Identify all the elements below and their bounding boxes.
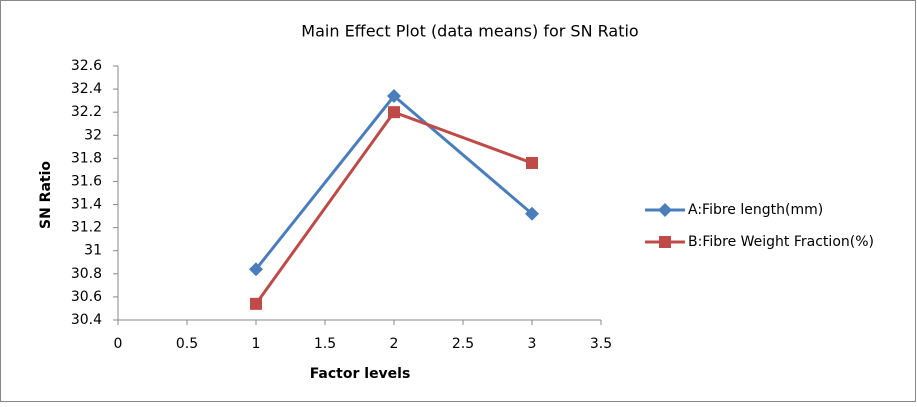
y-tick-label: 32.4 [71, 81, 102, 97]
x-tick-label: 0 [114, 336, 123, 352]
y-tick-label: 32 [84, 127, 102, 143]
chart-title: Main Effect Plot (data means) for SN Rat… [301, 22, 638, 41]
marker [526, 156, 538, 169]
x-tick-label: 2.5 [452, 336, 474, 352]
marker [388, 106, 400, 119]
marker [387, 89, 401, 104]
legend-label: B:Fibre Weight Fraction(%) [688, 234, 874, 250]
y-axis-label: SN Ratio [38, 161, 54, 229]
y-tick-label: 32.2 [71, 104, 102, 120]
x-tick-label: 0.5 [176, 336, 198, 352]
x-tick-label: 3.5 [590, 336, 612, 352]
y-tick-label: 30.6 [71, 289, 102, 305]
y-tick-label: 30.8 [71, 266, 102, 282]
y-tick-label: 32.6 [71, 58, 102, 74]
x-tick-label: 1 [252, 336, 261, 352]
y-tick-label: 30.4 [71, 312, 102, 328]
y-tick-label: 31 [84, 243, 102, 259]
legend-marker [659, 236, 671, 248]
y-tick-label: 31.6 [71, 173, 102, 189]
marker [250, 297, 262, 310]
legend-marker [658, 203, 672, 217]
x-axis-label: Factor levels [310, 366, 411, 382]
x-tick-label: 1.5 [314, 336, 336, 352]
marker [525, 206, 539, 221]
x-tick-label: 3 [528, 336, 537, 352]
legend-label: A:Fibre length(mm) [688, 202, 823, 218]
x-tick-label: 2 [390, 336, 399, 352]
y-tick-label: 31.8 [71, 150, 102, 166]
y-tick-label: 31.4 [71, 197, 102, 213]
marker [249, 262, 263, 277]
y-tick-label: 31.2 [71, 220, 102, 236]
